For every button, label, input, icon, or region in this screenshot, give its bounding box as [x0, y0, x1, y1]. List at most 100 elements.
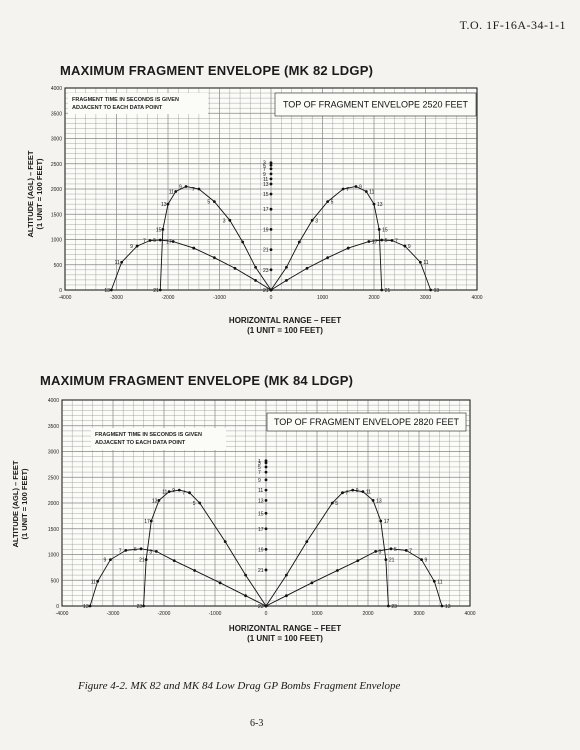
point-label: 11 — [258, 488, 263, 494]
data-point — [241, 240, 245, 244]
x-tick-label: -1000 — [209, 611, 222, 617]
document-id: T.O. 1F-16A-34-1-1 — [459, 18, 566, 32]
point-label: 5 — [335, 501, 338, 507]
note-line-1: FRAGMENT TIME IN SECONDS IS GIVEN — [95, 432, 202, 438]
y-tick-label: 2500 — [48, 475, 59, 481]
y-tick-label: 2000 — [51, 187, 62, 193]
x-tick-label: 4000 — [464, 611, 475, 617]
point-label: 21 — [153, 288, 159, 294]
data-point — [310, 218, 314, 222]
note-box — [68, 93, 208, 114]
point-label: 17 — [372, 240, 378, 246]
data-point — [177, 488, 181, 492]
data-point — [184, 185, 188, 188]
page-number: 6-3 — [250, 718, 264, 729]
data-point — [158, 238, 162, 242]
data-point — [109, 558, 112, 562]
data-point — [109, 288, 113, 292]
data-point — [404, 548, 408, 552]
chart-title-mk82: MAXIMUM FRAGMENT ENVELOPE (MK 82 LDGP) — [60, 63, 374, 78]
data-point — [285, 279, 288, 282]
data-point — [193, 569, 197, 572]
data-point — [285, 594, 288, 598]
point-label: 3 — [258, 461, 261, 467]
data-point — [379, 519, 383, 523]
data-point — [341, 491, 344, 495]
point-label: 15 — [263, 192, 269, 198]
point-label: 3 — [379, 549, 382, 555]
point-label: 13 — [263, 182, 269, 188]
data-point — [346, 246, 350, 250]
point-label: 11 — [423, 260, 428, 266]
y-tick-label: 2500 — [51, 162, 62, 168]
point-label: 9 — [172, 488, 175, 494]
point-label: 5 — [394, 547, 397, 553]
data-point — [192, 246, 196, 250]
x-tick-label: -4000 — [56, 611, 69, 617]
data-point — [264, 461, 268, 465]
data-point — [254, 279, 257, 282]
point-label: 11 — [366, 490, 371, 496]
data-point — [269, 172, 273, 176]
data-point — [305, 540, 309, 544]
point-label: 7 — [346, 491, 349, 497]
point-label: 21 — [263, 288, 269, 294]
point-label: 21 — [389, 558, 395, 564]
top-envelope-label: TOP OF FRAGMENT ENVELOPE 2520 FEET — [283, 100, 469, 110]
data-point — [269, 248, 273, 252]
data-point — [326, 200, 330, 204]
point-label: 21 — [263, 248, 269, 254]
data-point — [285, 265, 288, 269]
data-point — [264, 478, 268, 482]
y-axis-title-mk82: ALTITUDE (AGL) – FEET (1 UNIT = 100 FEET) — [26, 150, 44, 238]
data-point — [149, 519, 153, 523]
point-label: 9 — [359, 184, 362, 190]
data-point — [148, 239, 152, 242]
data-point — [264, 511, 268, 515]
point-label: 11 — [115, 260, 120, 266]
x-tick-label: -1000 — [213, 295, 226, 301]
point-label: 7 — [143, 239, 146, 245]
top-envelope-box — [266, 412, 467, 432]
data-point — [374, 550, 378, 553]
x-tick-label: 2000 — [362, 611, 373, 617]
x-tick-label: 1000 — [311, 611, 322, 617]
data-point — [380, 238, 384, 242]
data-point — [310, 581, 314, 585]
point-label: 13 — [434, 288, 440, 294]
data-point — [372, 202, 376, 206]
point-label: 7 — [263, 167, 266, 173]
data-point — [269, 268, 273, 272]
data-point — [330, 501, 334, 505]
point-label: 21 — [258, 568, 264, 574]
data-point — [264, 470, 268, 474]
point-label: 15 — [382, 227, 388, 233]
point-label: 9 — [258, 478, 261, 484]
data-point — [244, 594, 248, 598]
point-label: 11 — [437, 579, 442, 585]
note-line-2: ADJACENT TO EACH DATA POINT — [72, 105, 163, 111]
point-label: 11 — [263, 177, 268, 183]
data-point — [264, 488, 268, 492]
point-label: 5 — [263, 163, 266, 169]
point-label: 9 — [356, 488, 359, 494]
data-point — [264, 568, 268, 572]
point-label: 9 — [263, 172, 266, 178]
point-label: 5 — [385, 238, 388, 244]
point-label: 19 — [263, 227, 269, 233]
data-point — [96, 579, 100, 583]
x-tick-label: 0 — [265, 611, 268, 617]
point-label: 11 — [169, 190, 174, 196]
top-envelope-box — [274, 92, 477, 117]
note-line-1: FRAGMENT TIME IN SECONDS IS GIVEN — [72, 97, 179, 103]
data-point — [264, 459, 268, 463]
data-point — [144, 558, 148, 562]
point-label: 17 — [263, 207, 269, 213]
point-label: 7 — [395, 239, 398, 245]
x-tick-label: 1000 — [317, 295, 328, 301]
data-point — [354, 185, 358, 188]
point-label: 17 — [258, 527, 264, 533]
data-point — [139, 547, 143, 551]
x-tick-label: 3000 — [420, 295, 431, 301]
data-point — [135, 244, 139, 248]
